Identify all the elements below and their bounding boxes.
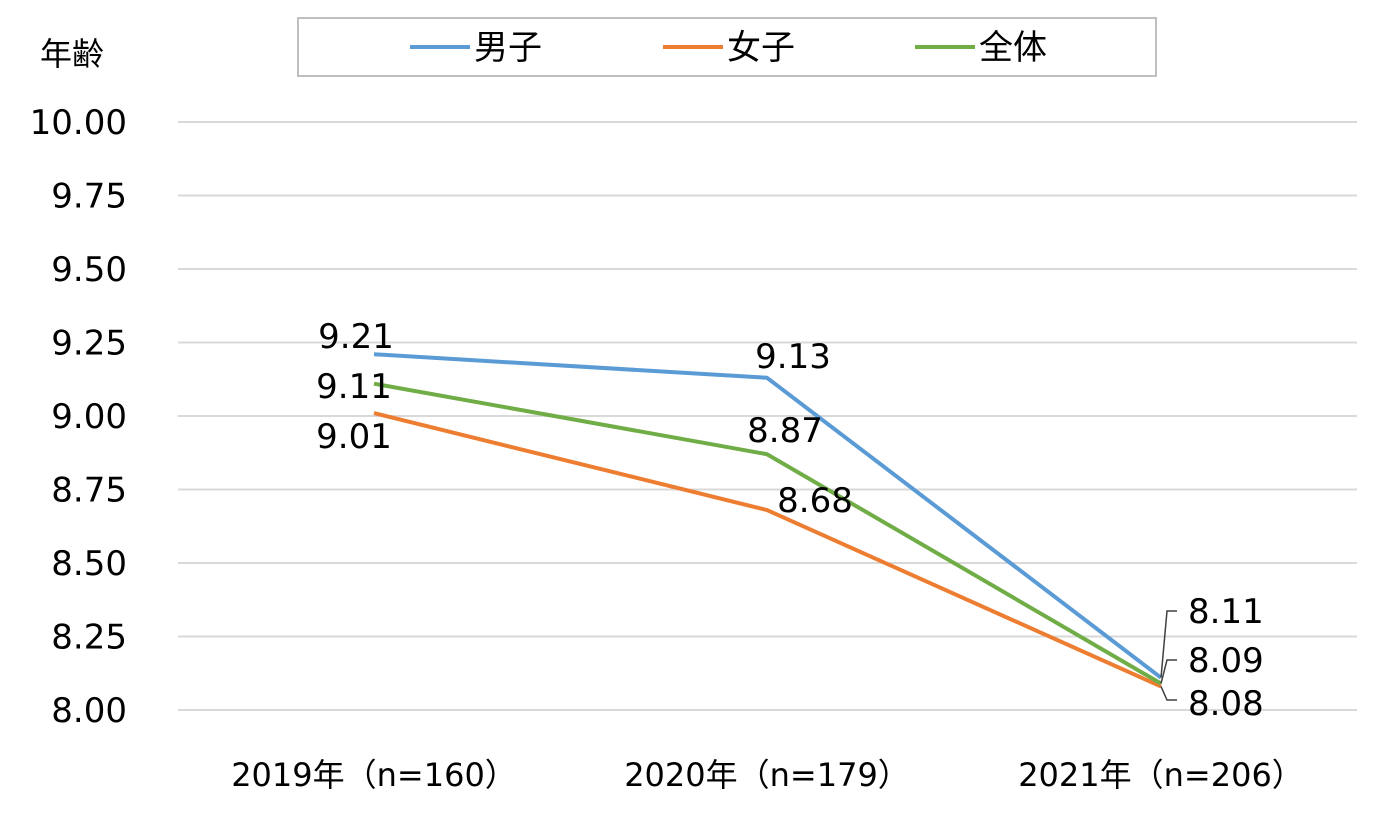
y-tick-label: 9.25 — [51, 324, 127, 364]
legend-label: 男子 — [474, 28, 542, 68]
y-axis-title: 年齢 — [40, 35, 104, 73]
data-label: 8.11 — [1188, 592, 1264, 632]
data-label: 8.68 — [777, 481, 853, 521]
legend-label: 女子 — [727, 28, 795, 68]
data-label: 8.09 — [1188, 641, 1264, 681]
data-label: 9.01 — [316, 417, 392, 457]
data-label: 8.08 — [1188, 684, 1264, 724]
y-tick-label: 9.00 — [51, 397, 127, 437]
series-line-1 — [373, 352, 1163, 680]
legend-label: 全体 — [979, 28, 1047, 68]
y-tick-label: 8.50 — [51, 544, 127, 584]
x-category-label: 2021年（n=206） — [1018, 756, 1304, 794]
leader-line — [1160, 686, 1177, 701]
data-label: 9.11 — [316, 367, 392, 407]
data-label: 9.21 — [318, 317, 394, 357]
data-label: 9.13 — [755, 337, 831, 377]
y-tick-label: 8.25 — [51, 618, 127, 658]
y-tick-label: 9.50 — [51, 250, 127, 290]
y-tick-label: 10.00 — [30, 103, 127, 143]
leader-line — [1160, 659, 1177, 684]
data-label: 8.87 — [747, 411, 823, 451]
x-category-label: 2020年（n=179） — [624, 756, 910, 794]
y-tick-label: 8.00 — [51, 691, 127, 731]
y-tick-label: 8.75 — [51, 471, 127, 511]
x-category-label: 2019年（n=160） — [231, 756, 517, 794]
y-tick-label: 9.75 — [51, 177, 127, 217]
series-line-2 — [373, 411, 1162, 689]
leader-line — [1160, 610, 1177, 678]
series-line-3 — [373, 381, 1163, 686]
